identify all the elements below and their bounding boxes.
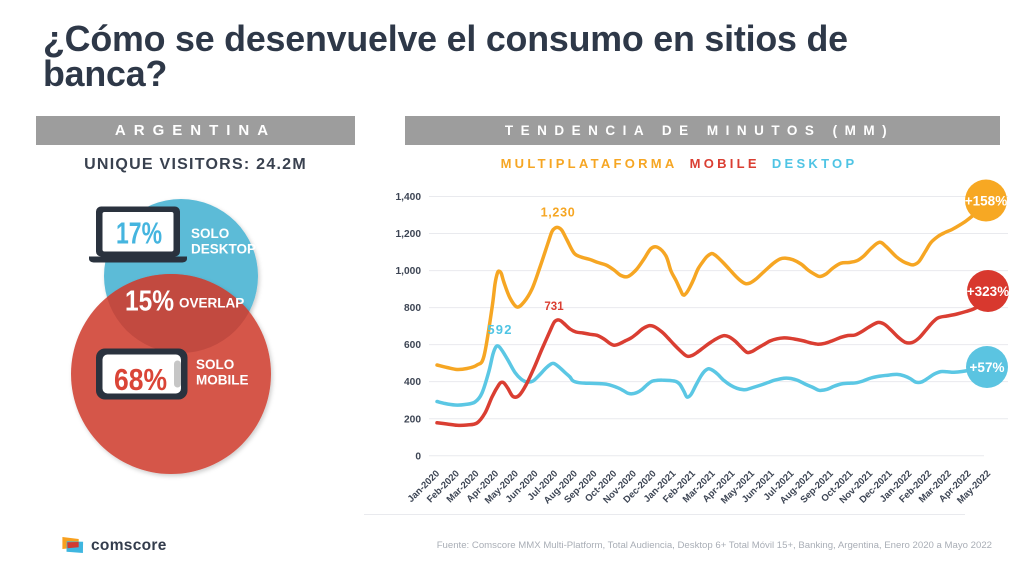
svg-text:15%: 15% [125, 286, 174, 318]
svg-text:800: 800 [404, 303, 421, 314]
svg-text:68%: 68% [114, 362, 167, 397]
svg-text:200: 200 [404, 414, 421, 425]
svg-text:+57%: +57% [970, 360, 1005, 375]
svg-text:0: 0 [415, 451, 421, 462]
svg-text:DESKTOP: DESKTOP [191, 242, 256, 257]
svg-text:592: 592 [487, 322, 512, 337]
svg-text:1,400: 1,400 [396, 192, 422, 203]
svg-text:1,200: 1,200 [396, 229, 422, 240]
svg-text:1,230: 1,230 [541, 206, 576, 220]
svg-text:SOLO: SOLO [196, 357, 234, 372]
svg-text:OVERLAP: OVERLAP [179, 296, 244, 311]
svg-text:MOBILE: MOBILE [196, 373, 249, 388]
svg-text:+323%: +323% [967, 284, 1009, 299]
svg-text:+158%: +158% [965, 193, 1007, 208]
svg-text:731: 731 [544, 301, 564, 313]
svg-text:17%: 17% [116, 216, 162, 251]
svg-text:SOLO: SOLO [191, 226, 229, 241]
svg-text:400: 400 [404, 377, 421, 388]
svg-text:600: 600 [404, 340, 421, 351]
svg-text:1,000: 1,000 [396, 266, 422, 277]
